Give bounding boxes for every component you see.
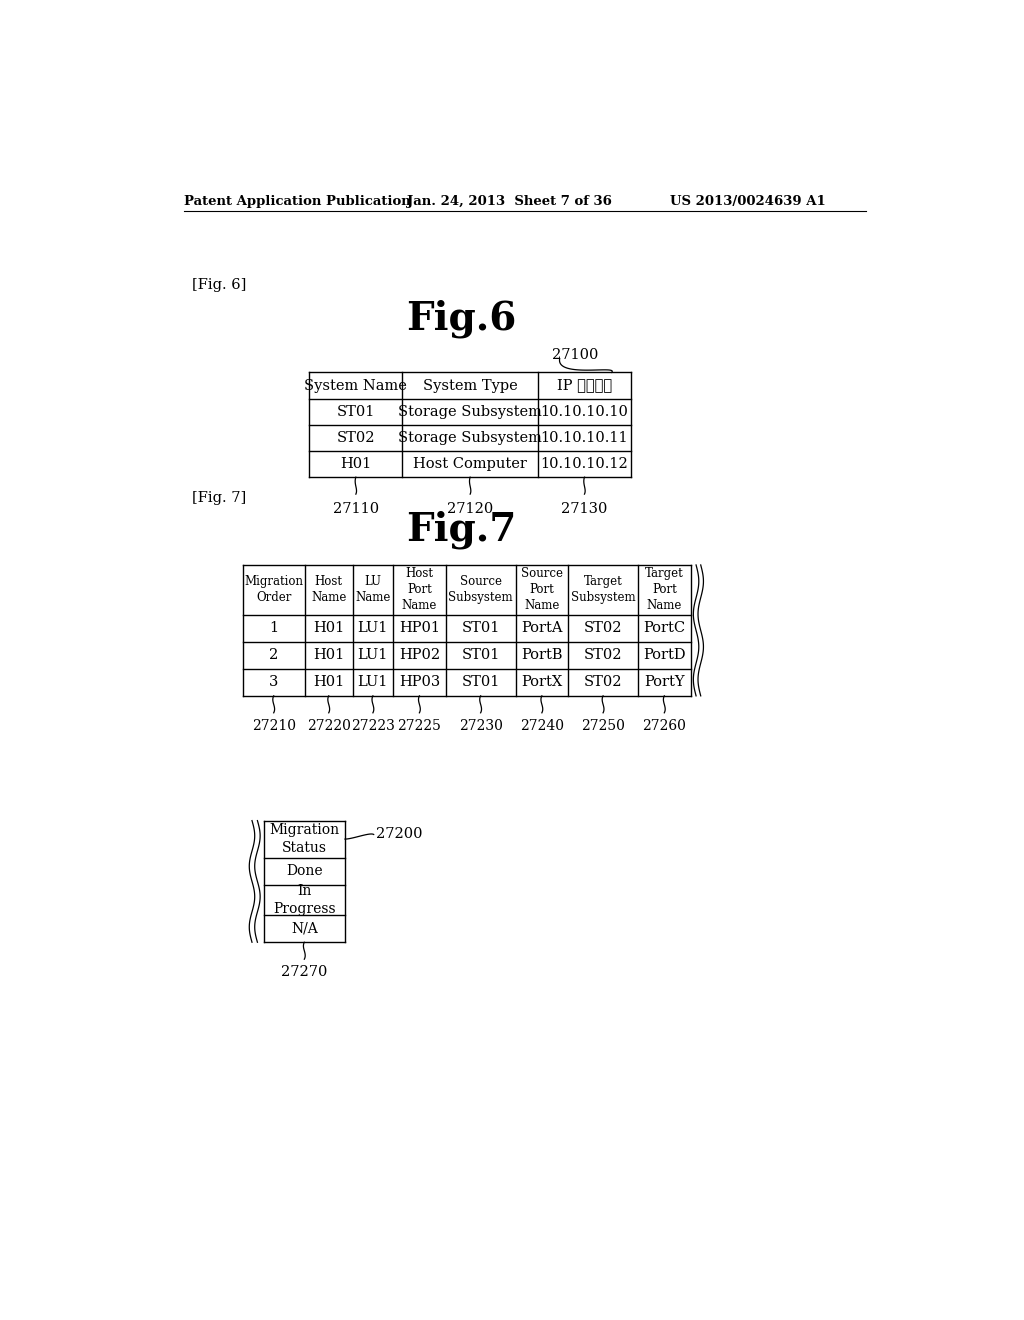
Text: Fig.7: Fig.7 — [407, 511, 516, 549]
Text: [Fig. 7]: [Fig. 7] — [191, 491, 246, 506]
Text: 27100: 27100 — [552, 348, 598, 362]
Text: Source
Port
Name: Source Port Name — [521, 568, 563, 612]
Text: ST02: ST02 — [584, 648, 623, 663]
Text: PortB: PortB — [521, 648, 562, 663]
Text: 27230: 27230 — [459, 719, 503, 733]
Text: ST01: ST01 — [462, 622, 500, 635]
Text: 10.10.10.11: 10.10.10.11 — [541, 430, 629, 445]
Text: 1: 1 — [269, 622, 279, 635]
Text: 10.10.10.10: 10.10.10.10 — [541, 405, 629, 418]
Text: HP03: HP03 — [398, 676, 440, 689]
Text: Target
Port
Name: Target Port Name — [645, 568, 684, 612]
Text: IP アドレス: IP アドレス — [557, 379, 612, 392]
Text: In
Progress: In Progress — [273, 884, 336, 916]
Text: ST01: ST01 — [462, 648, 500, 663]
Text: Storage Subsystem: Storage Subsystem — [398, 430, 542, 445]
Text: PortY: PortY — [644, 676, 685, 689]
Text: 27240: 27240 — [520, 719, 564, 733]
Text: PortA: PortA — [521, 622, 562, 635]
Text: Host
Port
Name: Host Port Name — [401, 568, 437, 612]
Text: Migration
Status: Migration Status — [269, 824, 339, 855]
Text: LU1: LU1 — [357, 676, 388, 689]
Text: 2: 2 — [269, 648, 279, 663]
Text: Target
Subsystem: Target Subsystem — [570, 576, 635, 605]
Text: LU
Name: LU Name — [355, 576, 390, 605]
Text: PortD: PortD — [643, 648, 686, 663]
Text: 27260: 27260 — [642, 719, 686, 733]
Text: Migration
Order: Migration Order — [244, 576, 303, 605]
Text: 10.10.10.12: 10.10.10.12 — [541, 457, 629, 471]
Text: HP02: HP02 — [398, 648, 440, 663]
Text: H01: H01 — [313, 648, 344, 663]
Text: US 2013/0024639 A1: US 2013/0024639 A1 — [671, 195, 826, 209]
Text: 27270: 27270 — [282, 965, 328, 979]
Text: [Fig. 6]: [Fig. 6] — [191, 277, 246, 292]
Text: ST02: ST02 — [337, 430, 375, 445]
Text: ST01: ST01 — [462, 676, 500, 689]
Text: 27200: 27200 — [376, 828, 423, 841]
Text: ST01: ST01 — [337, 405, 375, 418]
Text: H01: H01 — [340, 457, 372, 471]
Text: PortX: PortX — [521, 676, 562, 689]
Text: 27250: 27250 — [582, 719, 625, 733]
Text: System Type: System Type — [423, 379, 517, 392]
Text: 27223: 27223 — [351, 719, 395, 733]
Text: LU1: LU1 — [357, 648, 388, 663]
Text: System Name: System Name — [304, 379, 408, 392]
Text: Host
Name: Host Name — [311, 576, 346, 605]
Text: HP01: HP01 — [399, 622, 440, 635]
Text: Storage Subsystem: Storage Subsystem — [398, 405, 542, 418]
Text: H01: H01 — [313, 622, 344, 635]
Text: PortC: PortC — [643, 622, 685, 635]
Text: 27120: 27120 — [447, 502, 494, 516]
Text: Fig.6: Fig.6 — [407, 300, 516, 338]
Text: Patent Application Publication: Patent Application Publication — [183, 195, 411, 209]
Text: N/A: N/A — [291, 921, 317, 936]
Text: 27220: 27220 — [307, 719, 350, 733]
Text: 27130: 27130 — [561, 502, 607, 516]
Text: LU1: LU1 — [357, 622, 388, 635]
Text: 27210: 27210 — [252, 719, 296, 733]
Text: 3: 3 — [269, 676, 279, 689]
Text: Host Computer: Host Computer — [414, 457, 527, 471]
Text: 27225: 27225 — [397, 719, 441, 733]
Text: Done: Done — [286, 865, 323, 878]
Text: Jan. 24, 2013  Sheet 7 of 36: Jan. 24, 2013 Sheet 7 of 36 — [407, 195, 612, 209]
Text: ST02: ST02 — [584, 676, 623, 689]
Text: ST02: ST02 — [584, 622, 623, 635]
Text: 27110: 27110 — [333, 502, 379, 516]
Text: H01: H01 — [313, 676, 344, 689]
Text: Source
Subsystem: Source Subsystem — [449, 576, 513, 605]
